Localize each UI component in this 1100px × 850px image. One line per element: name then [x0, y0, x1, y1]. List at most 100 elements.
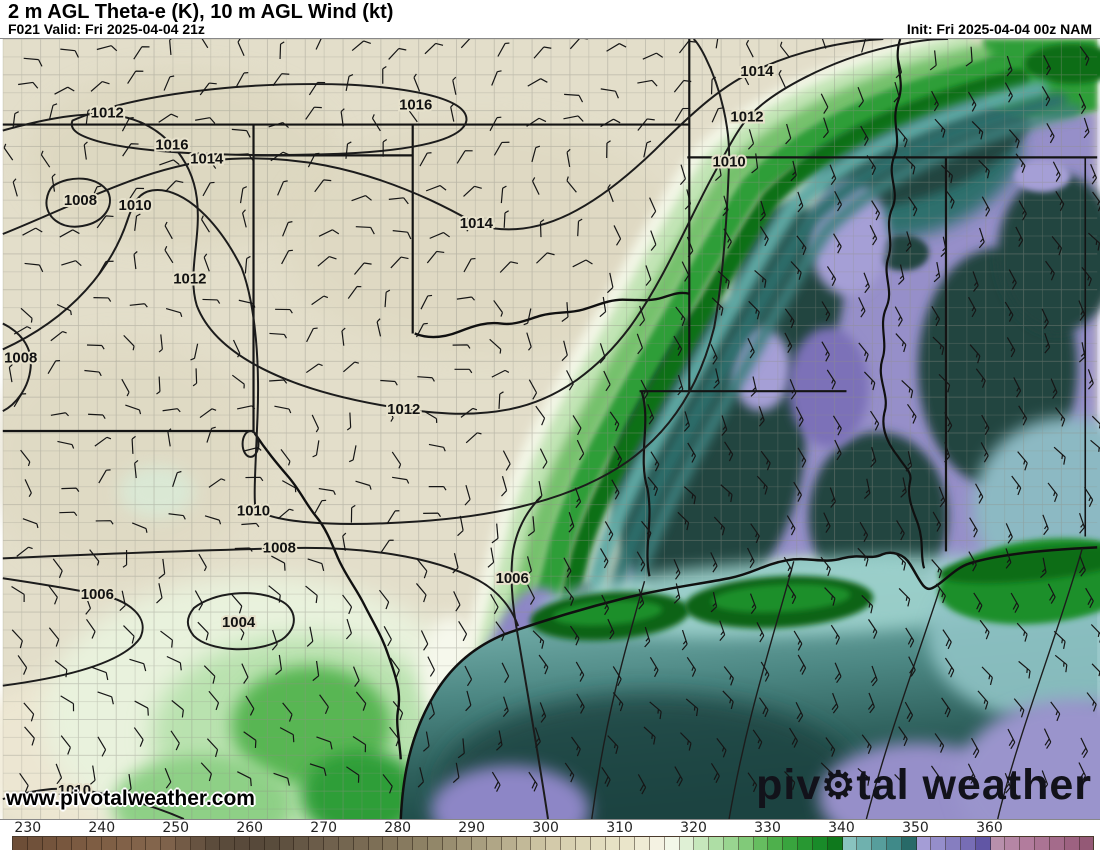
wind-barb — [272, 73, 290, 87]
wind-barb — [275, 654, 283, 676]
wind-barb — [722, 195, 729, 217]
wind-barb — [754, 270, 767, 288]
wind-barb — [820, 39, 827, 49]
wind-barb — [1086, 692, 1097, 712]
wind-barb — [790, 160, 797, 182]
wind-barb — [12, 178, 18, 197]
wind-barb — [643, 726, 656, 745]
wind-barb — [308, 81, 326, 96]
wind-barb — [599, 343, 606, 364]
isobar-label: 1016 — [155, 136, 188, 153]
isobar-label: 1014 — [460, 215, 494, 232]
wind-barb — [3, 143, 14, 161]
wind-barb — [566, 176, 577, 193]
wind-barb — [834, 439, 842, 461]
wind-barb — [575, 661, 585, 682]
wind-barb — [713, 368, 720, 389]
colorbar-cell — [872, 837, 887, 850]
wind-barb — [415, 322, 428, 338]
wind-barb — [834, 662, 842, 684]
wind-barb — [981, 666, 993, 686]
wind-barb — [647, 403, 655, 425]
wind-barb — [156, 583, 163, 604]
wind-barb — [710, 763, 720, 784]
wind-barb — [407, 105, 418, 123]
wind-barb — [199, 408, 217, 419]
wind-barb — [1004, 82, 1013, 103]
wind-barb — [268, 122, 289, 129]
wind-barb — [456, 150, 473, 164]
wind-barb — [50, 331, 67, 342]
wind-barb — [826, 369, 836, 390]
wind-barb — [861, 39, 871, 53]
wind-barb — [640, 379, 649, 401]
wind-barb — [13, 326, 32, 335]
wind-barb — [779, 41, 791, 59]
wind-barb — [491, 70, 502, 86]
wind-barb — [1083, 117, 1090, 139]
colorbar-cell — [427, 837, 443, 850]
wind-barb — [821, 341, 830, 362]
colorbar-cell — [798, 837, 813, 850]
wind-barb — [611, 479, 620, 500]
wind-barb — [416, 559, 428, 579]
wind-barb — [539, 219, 545, 238]
wind-barb — [282, 702, 293, 722]
wind-barb — [271, 555, 286, 571]
wind-barb — [311, 295, 329, 306]
wind-barb — [528, 379, 538, 400]
wind-barb — [797, 654, 807, 675]
wind-barb — [969, 517, 978, 538]
wind-barb — [539, 702, 547, 723]
wind-barb — [11, 585, 25, 602]
pivotal-weather-logo: piv⚙tal weather — [756, 764, 1092, 807]
colorbar-cell — [131, 837, 147, 850]
wind-barb — [905, 451, 913, 472]
wind-barb — [61, 260, 82, 267]
wind-barb — [465, 432, 482, 444]
logo-text-pre: piv — [756, 761, 822, 809]
wind-barb — [352, 666, 360, 687]
wind-barb — [200, 762, 212, 782]
wind-barb — [644, 626, 651, 648]
wind-barb — [133, 251, 138, 270]
wind-barb — [316, 736, 333, 750]
colorbar-cell — [250, 837, 265, 850]
map-canvas[interactable]: 1012 1016 1014 1008 1010 1012 1008 1016 1014 1012… — [0, 38, 1100, 820]
wind-barb — [944, 657, 955, 678]
wind-barb — [452, 76, 457, 95]
wind-barb — [305, 363, 323, 374]
wind-barb — [1079, 556, 1086, 577]
wind-barb — [11, 629, 23, 649]
wind-barb — [677, 374, 684, 396]
colorbar-cell — [279, 837, 295, 850]
wind-barb — [428, 699, 435, 720]
logo-text-post: tal weather — [856, 761, 1092, 809]
colorbar-cell — [205, 837, 221, 850]
wind-barb — [784, 771, 796, 790]
wind-barb — [941, 164, 953, 184]
wind-barb — [318, 229, 340, 237]
colorbar-tick: 260 — [236, 820, 264, 836]
colorbar-cell — [1020, 837, 1036, 850]
wind-barb — [312, 660, 320, 682]
wind-barb — [797, 191, 804, 213]
wind-barb — [233, 153, 254, 161]
wind-barb — [460, 39, 480, 49]
wind-barb — [741, 67, 750, 86]
wind-barb — [752, 729, 763, 750]
wind-barb — [158, 558, 166, 579]
wind-barb — [758, 697, 769, 718]
wind-barb — [867, 692, 875, 714]
wind-barb — [756, 475, 768, 495]
wind-barb — [870, 665, 878, 687]
wind-barb — [969, 344, 981, 364]
wind-barb — [491, 369, 510, 378]
wind-barb — [893, 81, 900, 103]
wind-barb — [793, 481, 802, 502]
wind-barb — [1052, 161, 1061, 182]
colorbar-tick: 250 — [162, 820, 190, 836]
wind-barb — [908, 656, 916, 677]
